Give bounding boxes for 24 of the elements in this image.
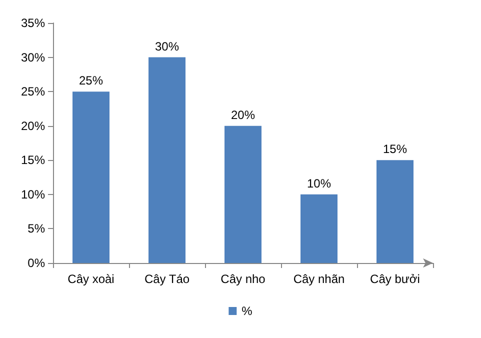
data-label: 20% (230, 108, 256, 122)
data-label: 30% (154, 39, 180, 54)
bar (300, 194, 338, 263)
x-tick-label: Cây Táo (144, 272, 190, 286)
data-label: 15% (382, 142, 408, 156)
data-label: 10% (306, 176, 332, 190)
y-tick-label: 20% (20, 118, 46, 133)
x-tick-label: Cây nhãn (293, 272, 345, 286)
y-tick-label: 5% (28, 222, 46, 236)
y-tick-label: 30% (20, 50, 46, 64)
x-tick-label: Cây nho (220, 272, 266, 286)
y-tick-label: 0% (28, 256, 46, 270)
y-tick-label: 10% (20, 187, 46, 202)
x-tick-label: Cây xoài (68, 272, 114, 286)
bar (148, 57, 186, 263)
y-tick-label: 25% (20, 84, 46, 99)
y-tick-label: 35% (20, 16, 46, 30)
y-tick-label: 15% (20, 153, 46, 168)
data-label: 25% (78, 74, 104, 88)
bar (376, 160, 414, 263)
bar (72, 92, 110, 263)
bar (224, 126, 262, 263)
legend-label: % (242, 304, 253, 318)
x-tick-label: Cây bưởi (370, 272, 420, 286)
